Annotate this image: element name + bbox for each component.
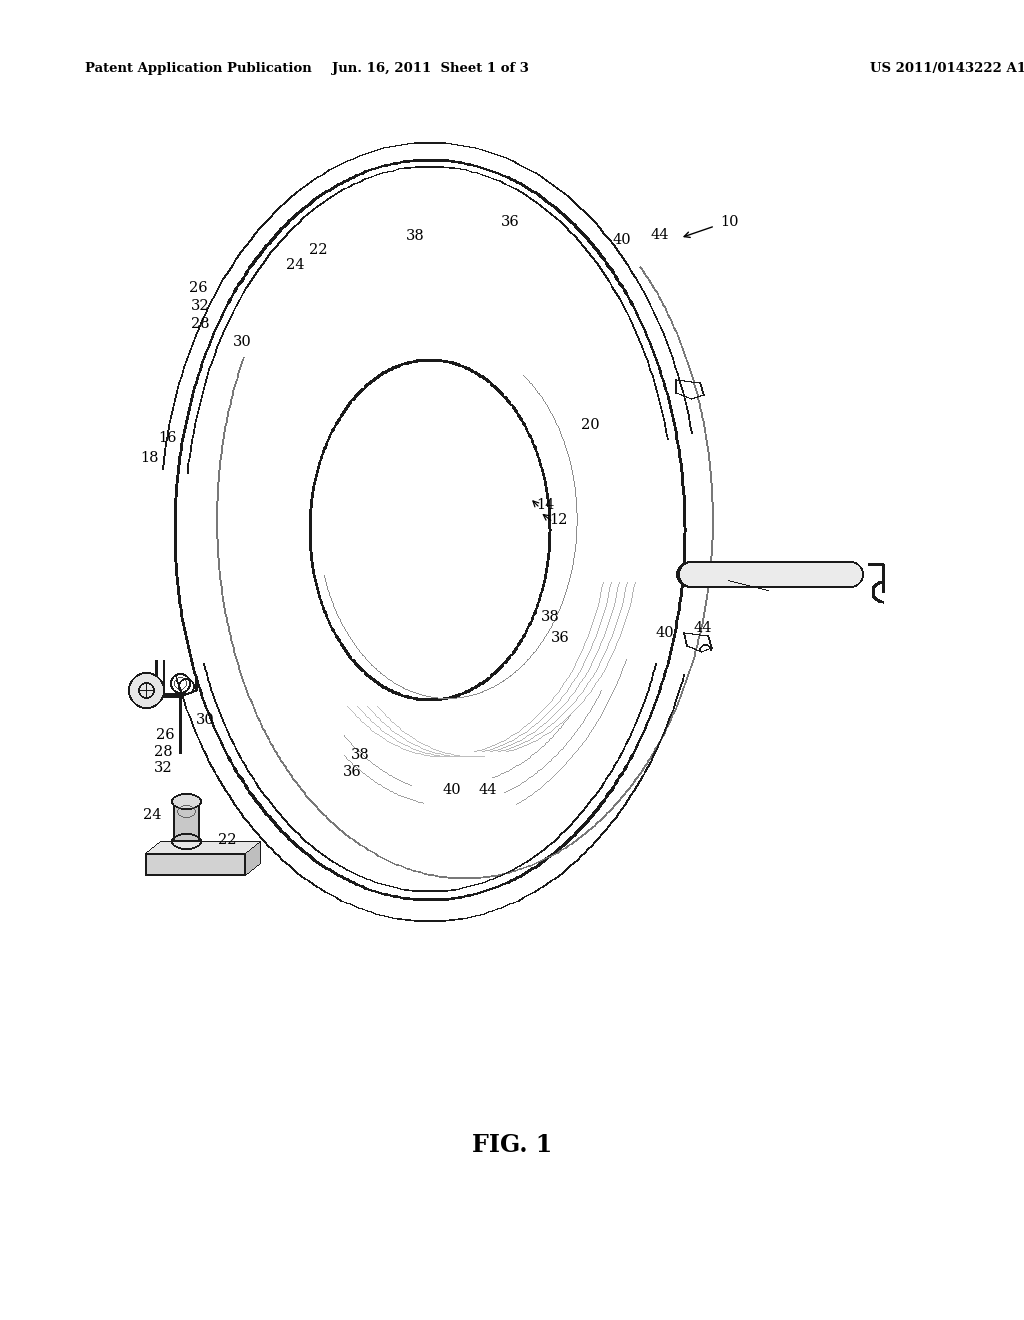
Text: 24: 24 <box>142 808 161 822</box>
Text: Patent Application Publication: Patent Application Publication <box>85 62 311 75</box>
Text: 26: 26 <box>188 281 207 294</box>
Text: 18: 18 <box>140 451 160 465</box>
Text: 28: 28 <box>154 744 172 759</box>
Text: 30: 30 <box>196 713 214 727</box>
Text: 36: 36 <box>551 631 569 645</box>
Text: 32: 32 <box>190 300 209 313</box>
Text: FIG. 1: FIG. 1 <box>472 1133 552 1158</box>
Text: 26: 26 <box>156 729 174 742</box>
Text: 28: 28 <box>190 317 209 331</box>
Text: 22: 22 <box>218 833 237 847</box>
Text: 14: 14 <box>536 498 554 512</box>
Text: 16: 16 <box>159 432 177 445</box>
Text: 30: 30 <box>232 335 251 348</box>
Text: 24: 24 <box>286 257 304 272</box>
Text: 38: 38 <box>350 748 370 762</box>
Text: 38: 38 <box>541 610 559 624</box>
Text: 44: 44 <box>479 783 498 797</box>
Text: 36: 36 <box>501 215 519 228</box>
Text: 36: 36 <box>343 766 361 779</box>
Text: 40: 40 <box>442 783 462 797</box>
Text: Jun. 16, 2011  Sheet 1 of 3: Jun. 16, 2011 Sheet 1 of 3 <box>332 62 528 75</box>
Text: US 2011/0143222 A1: US 2011/0143222 A1 <box>870 62 1024 75</box>
Text: 32: 32 <box>154 762 172 775</box>
Text: 40: 40 <box>655 626 675 640</box>
Text: 40: 40 <box>612 234 632 247</box>
Text: 38: 38 <box>406 228 424 243</box>
Text: 20: 20 <box>581 418 599 432</box>
Text: 44: 44 <box>693 620 713 635</box>
Text: 22: 22 <box>309 243 328 257</box>
Text: 10: 10 <box>720 215 738 228</box>
Text: 44: 44 <box>650 228 670 242</box>
Text: 12: 12 <box>549 513 567 527</box>
